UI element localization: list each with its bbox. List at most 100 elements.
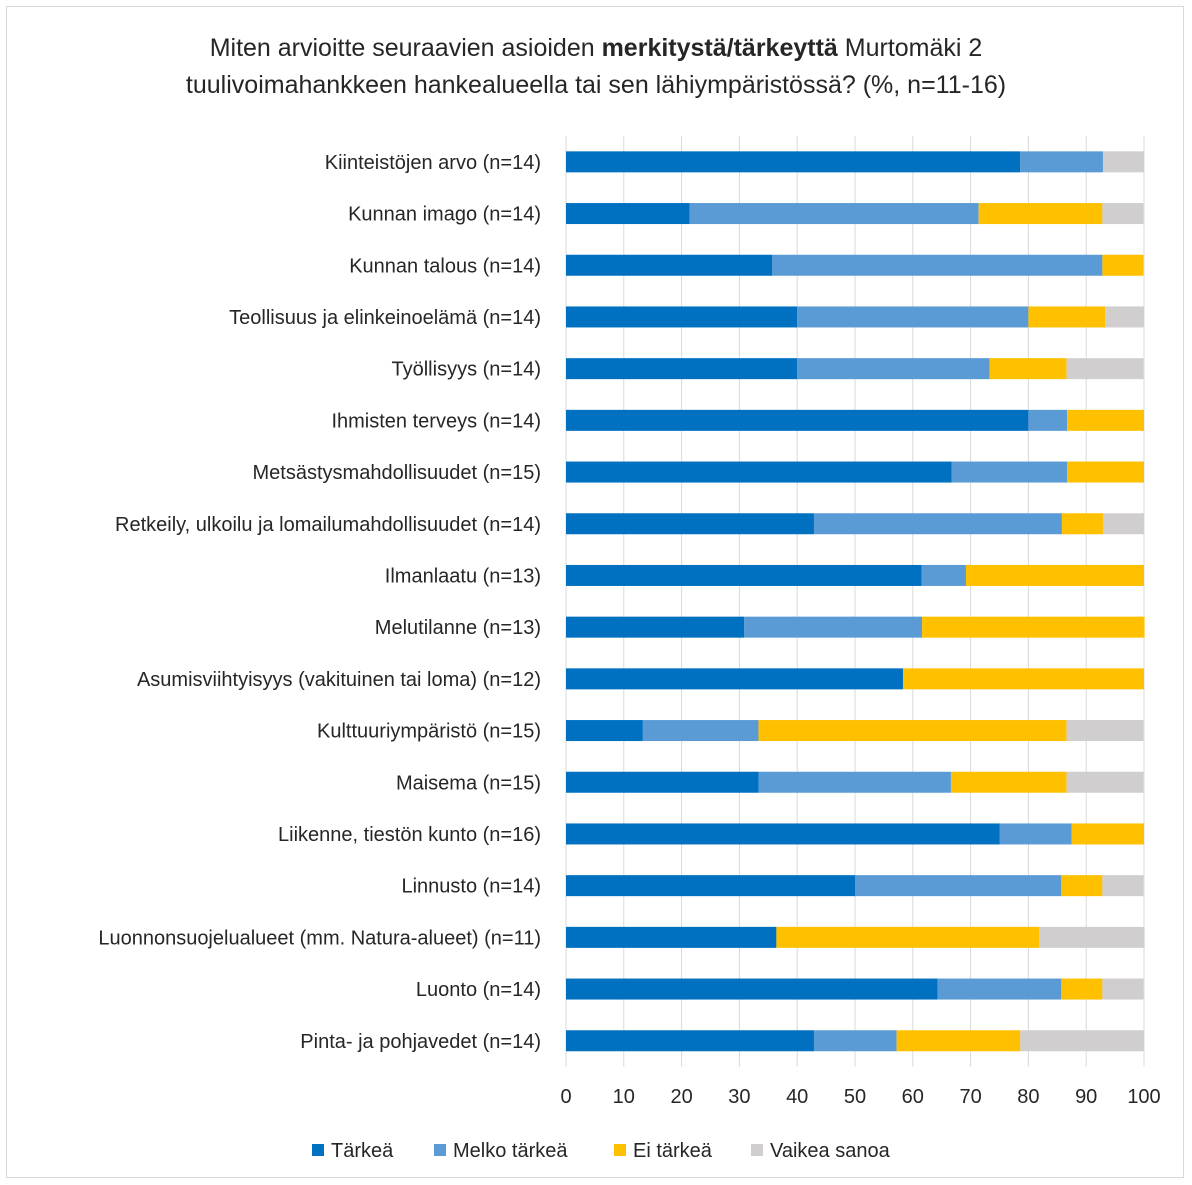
bar-segment-15-2 <box>855 875 1062 897</box>
category-label-2: Kunnan imago (n=14) <box>348 204 541 226</box>
bar-segment-7-3 <box>1067 461 1144 483</box>
x-tick-label-60: 60 <box>902 1086 924 1108</box>
bar-segment-2-2 <box>689 203 979 225</box>
bar-segment-12-4 <box>1066 720 1144 742</box>
category-label-10: Melutilanne (n=13) <box>375 617 541 639</box>
bar-segment-17-2 <box>937 978 1062 1000</box>
legend-label-3: Ei tärkeä <box>633 1140 713 1162</box>
bar-segment-11-1 <box>566 668 903 690</box>
bar-segment-13-1 <box>566 771 759 793</box>
bar-segment-3-3 <box>1102 254 1144 276</box>
bar-segment-15-3 <box>1061 875 1103 897</box>
legend-swatch-3 <box>614 1144 626 1156</box>
category-label-12: Kulttuuriympäristö (n=15) <box>317 721 541 743</box>
bar-segment-2-1 <box>566 203 690 225</box>
bar-segment-18-2 <box>813 1030 897 1052</box>
category-label-3: Kunnan talous (n=14) <box>349 255 541 277</box>
bar-segment-7-1 <box>566 461 952 483</box>
x-tick-label-20: 20 <box>670 1086 692 1108</box>
title-line1-after: Murtomäki 2 <box>837 34 983 62</box>
title-line1-before: Miten arvioitte seuraavien asioiden <box>209 34 602 62</box>
bar-segment-5-2 <box>797 358 990 380</box>
bar-segment-10-3 <box>922 616 1145 638</box>
bar-segment-1-2 <box>1020 151 1103 173</box>
bar-segment-1-4 <box>1102 151 1144 173</box>
bar-segment-13-2 <box>758 771 951 793</box>
legend-swatch-4 <box>751 1144 763 1156</box>
x-axis-tick-labels: 0 10 20 30 40 50 60 70 80 90 100 <box>560 1086 1160 1108</box>
bar-segment-2-4 <box>1102 203 1144 225</box>
bar-segment-16-4 <box>1039 926 1145 948</box>
bar-segment-9-2 <box>921 564 966 586</box>
legend: Tärkeä Melko tärkeä Ei tärkeä Vaikea sanoa <box>312 1140 891 1162</box>
bar-segment-4-1 <box>566 306 798 328</box>
x-tick-label-50: 50 <box>844 1086 866 1108</box>
category-labels: Kiinteistöjen arvo (n=14) Kunnan imago (n… <box>98 152 541 1053</box>
legend-label-2: Melko tärkeä <box>453 1140 568 1162</box>
x-tick-label-70: 70 <box>959 1086 981 1108</box>
bar-segment-4-4 <box>1105 306 1144 328</box>
legend-label-1: Tärkeä <box>331 1140 394 1162</box>
bar-segment-7-2 <box>951 461 1068 483</box>
bar-segment-14-2 <box>999 823 1072 845</box>
bar-segment-8-3 <box>1061 513 1103 535</box>
x-tick-label-80: 80 <box>1017 1086 1039 1108</box>
bar-segment-17-4 <box>1102 978 1144 1000</box>
x-tick-label-30: 30 <box>728 1086 750 1108</box>
bar-segment-4-2 <box>797 306 1029 328</box>
category-label-11: Asumisviihtyisyys (vakituinen tai loma) … <box>137 669 541 691</box>
category-label-17: Luonto (n=14) <box>416 979 541 1001</box>
bar-segment-15-1 <box>566 875 855 897</box>
x-tick-label-0: 0 <box>560 1086 571 1108</box>
bar-segment-5-1 <box>566 358 798 380</box>
category-label-6: Ihmisten terveys (n=14) <box>331 410 541 432</box>
bar-segment-1-1 <box>566 151 1021 173</box>
bar-segment-9-1 <box>566 564 922 586</box>
bar-segment-16-3 <box>776 926 1040 948</box>
title-line2: tuulivoimahankkeen hankealueella tai sen… <box>185 71 1007 99</box>
bar-segment-14-3 <box>1071 823 1144 845</box>
bar-segment-13-3 <box>950 771 1067 793</box>
x-tick-label-90: 90 <box>1075 1086 1097 1108</box>
title-line1-bold: merkitystä/tärkeyttä <box>601 34 838 62</box>
chart-title: Miten arvioitte seuraavien asioiden merk… <box>0 30 1192 104</box>
bar-segment-18-1 <box>566 1030 814 1052</box>
legend-swatch-2 <box>434 1144 446 1156</box>
category-label-4: Teollisuus ja elinkeinoelämä (n=14) <box>229 307 541 329</box>
category-label-14: Liikenne, tiestön kunto (n=16) <box>278 824 541 846</box>
bar-segment-17-3 <box>1061 978 1103 1000</box>
bar-segment-9-3 <box>965 564 1144 586</box>
bar-segment-14-1 <box>566 823 1000 845</box>
legend-swatch-1 <box>312 1144 324 1156</box>
bar-segment-17-1 <box>566 978 938 1000</box>
bar-segment-2-3 <box>978 203 1103 225</box>
bar-segment-5-4 <box>1066 358 1144 380</box>
bar-segment-6-1 <box>566 409 1029 431</box>
gridlines <box>565 136 1145 1067</box>
category-label-18: Pinta- ja pohjavedet (n=14) <box>300 1031 541 1053</box>
bar-segment-11-3 <box>902 668 1144 690</box>
bar-segment-8-2 <box>813 513 1062 535</box>
bar-segment-10-1 <box>566 616 745 638</box>
category-label-16: Luonnonsuojelualueet (mm. Natura-alueet)… <box>98 927 541 949</box>
category-label-13: Maisema (n=15) <box>396 772 541 794</box>
category-label-5: Työllisyys (n=14) <box>392 359 542 381</box>
x-tick-label-40: 40 <box>786 1086 808 1108</box>
x-tick-label-100: 100 <box>1127 1086 1160 1108</box>
bar-segment-16-1 <box>566 926 777 948</box>
bar-segment-18-3 <box>896 1030 1021 1052</box>
bar-segment-4-3 <box>1028 306 1106 328</box>
bar-segment-10-2 <box>744 616 923 638</box>
bar-segment-13-4 <box>1066 771 1144 793</box>
category-label-1: Kiinteistöjen arvo (n=14) <box>325 152 541 174</box>
x-tick-label-10: 10 <box>613 1086 635 1108</box>
bar-segment-18-4 <box>1020 1030 1144 1052</box>
bar-segment-6-3 <box>1067 409 1144 431</box>
bar-segment-12-1 <box>566 720 643 742</box>
bar-segment-12-2 <box>642 720 759 742</box>
category-label-8: Retkeily, ulkoilu ja lomailumahdollisuud… <box>115 514 541 536</box>
category-label-7: Metsästysmahdollisuudet (n=15) <box>253 462 541 484</box>
legend-label-4: Vaikea sanoa <box>770 1140 891 1162</box>
bar-segment-8-4 <box>1102 513 1144 535</box>
